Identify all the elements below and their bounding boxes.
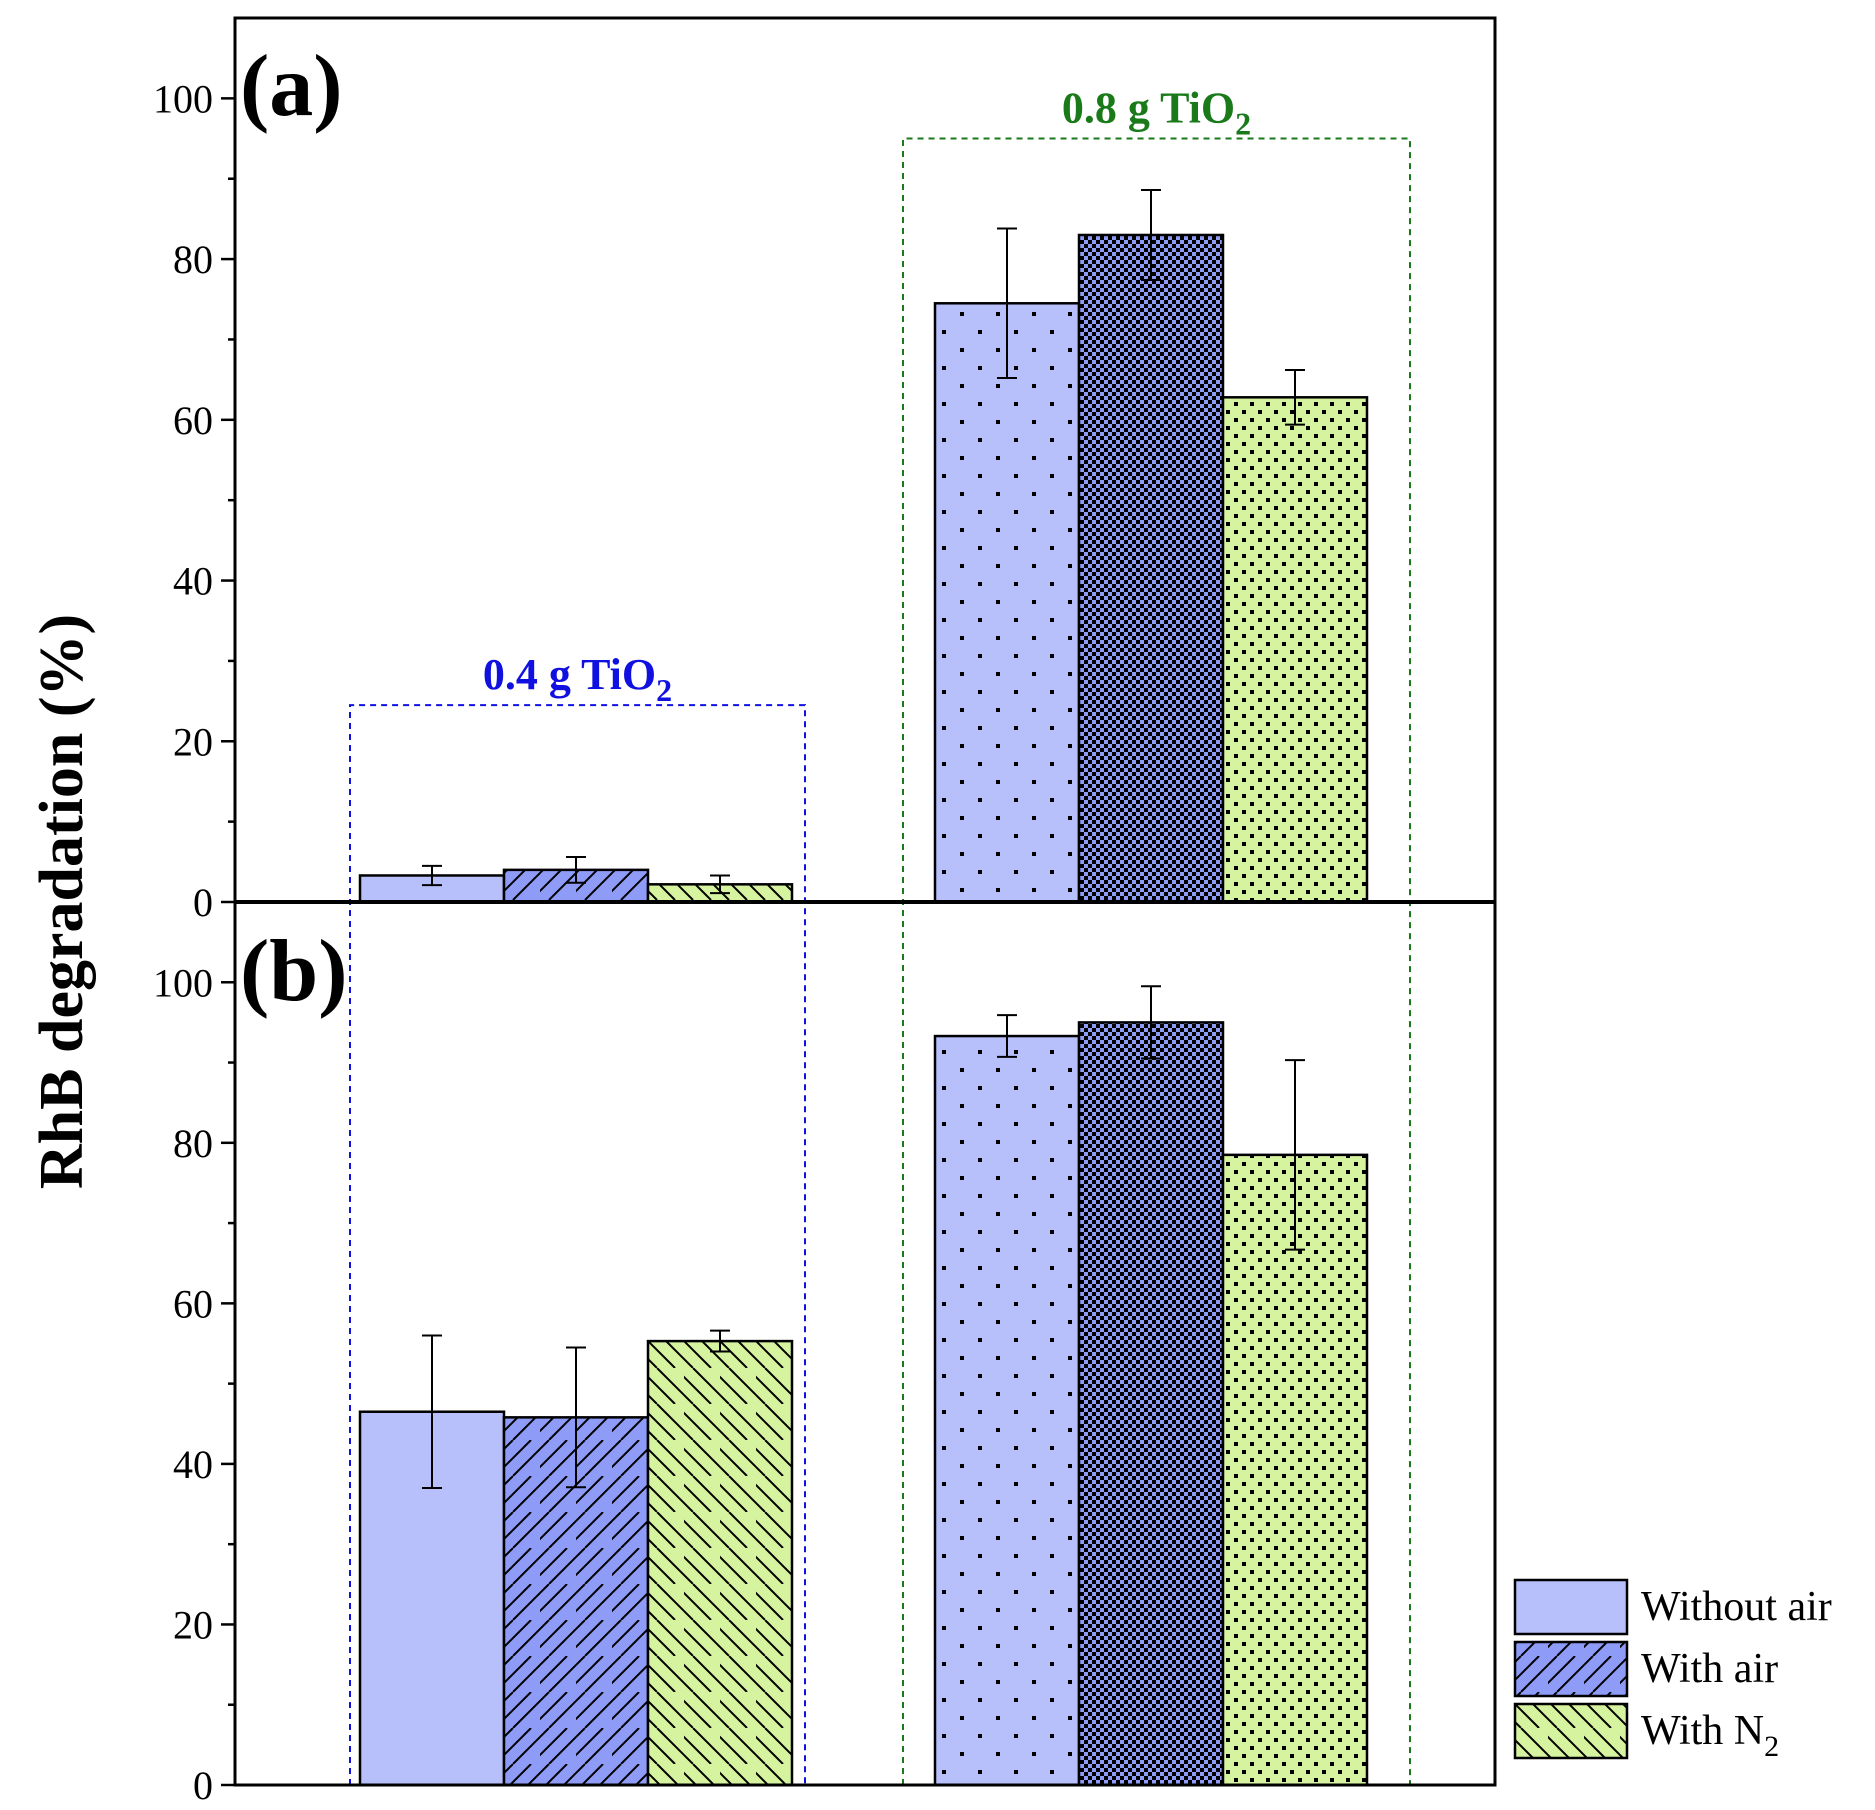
y-tick-label: 20 xyxy=(173,1602,213,1647)
y-tick-label: 60 xyxy=(173,398,213,443)
error-bar xyxy=(710,1329,730,1353)
legend-label-2: With N2 xyxy=(1641,1708,1779,1763)
error-bar xyxy=(1285,1059,1305,1251)
bar-b-without-air-1 xyxy=(933,1034,1081,1787)
panel-label-1: (b) xyxy=(240,923,348,1020)
error-bar xyxy=(566,855,586,884)
bar-b-with-n-0 xyxy=(646,1339,794,1787)
y-tick-label: 20 xyxy=(173,719,213,764)
y-tick-label: 100 xyxy=(153,960,213,1005)
bar-b-with-n-1 xyxy=(1221,1153,1369,1787)
error-bar xyxy=(422,864,442,887)
bar-a-with-n-1 xyxy=(1221,396,1369,904)
legend-swatch-0 xyxy=(1513,1578,1629,1636)
error-bar xyxy=(1141,188,1161,281)
y-tick-label: 100 xyxy=(153,76,213,121)
error-bar xyxy=(997,227,1017,380)
legend-swatch-1 xyxy=(1513,1640,1629,1698)
y-tick-label: 40 xyxy=(173,1442,213,1487)
error-bar xyxy=(1285,368,1305,426)
error-bar xyxy=(422,1334,442,1489)
legend-label-1: With air xyxy=(1641,1646,1778,1692)
bar-b-with-air-1 xyxy=(1077,1021,1225,1787)
y-tick-label: 80 xyxy=(173,1121,213,1166)
bar-a-without-air-1 xyxy=(933,302,1081,904)
y-tick-label: 40 xyxy=(173,559,213,604)
y-tick-label: 60 xyxy=(173,1281,213,1326)
y-tick-label: 80 xyxy=(173,237,213,282)
error-bar xyxy=(1141,985,1161,1060)
group-label-0: 0.4 g TiO2 xyxy=(483,650,672,708)
legend-label-0: Without air xyxy=(1641,1584,1832,1630)
bar-a-with-air-1 xyxy=(1077,233,1225,904)
panel-label-0: (a) xyxy=(240,38,343,135)
error-bar xyxy=(997,1014,1017,1058)
error-bar xyxy=(566,1346,586,1489)
y-tick-label: 0 xyxy=(193,880,213,925)
legend-swatch-2 xyxy=(1513,1702,1629,1760)
y-tick-label: 0 xyxy=(193,1763,213,1805)
group-label-1: 0.8 g TiO2 xyxy=(1062,84,1251,142)
y-axis-title: RhB degradation (%) xyxy=(28,614,96,1189)
group-box-0 xyxy=(349,704,806,1785)
error-bar xyxy=(710,874,730,895)
